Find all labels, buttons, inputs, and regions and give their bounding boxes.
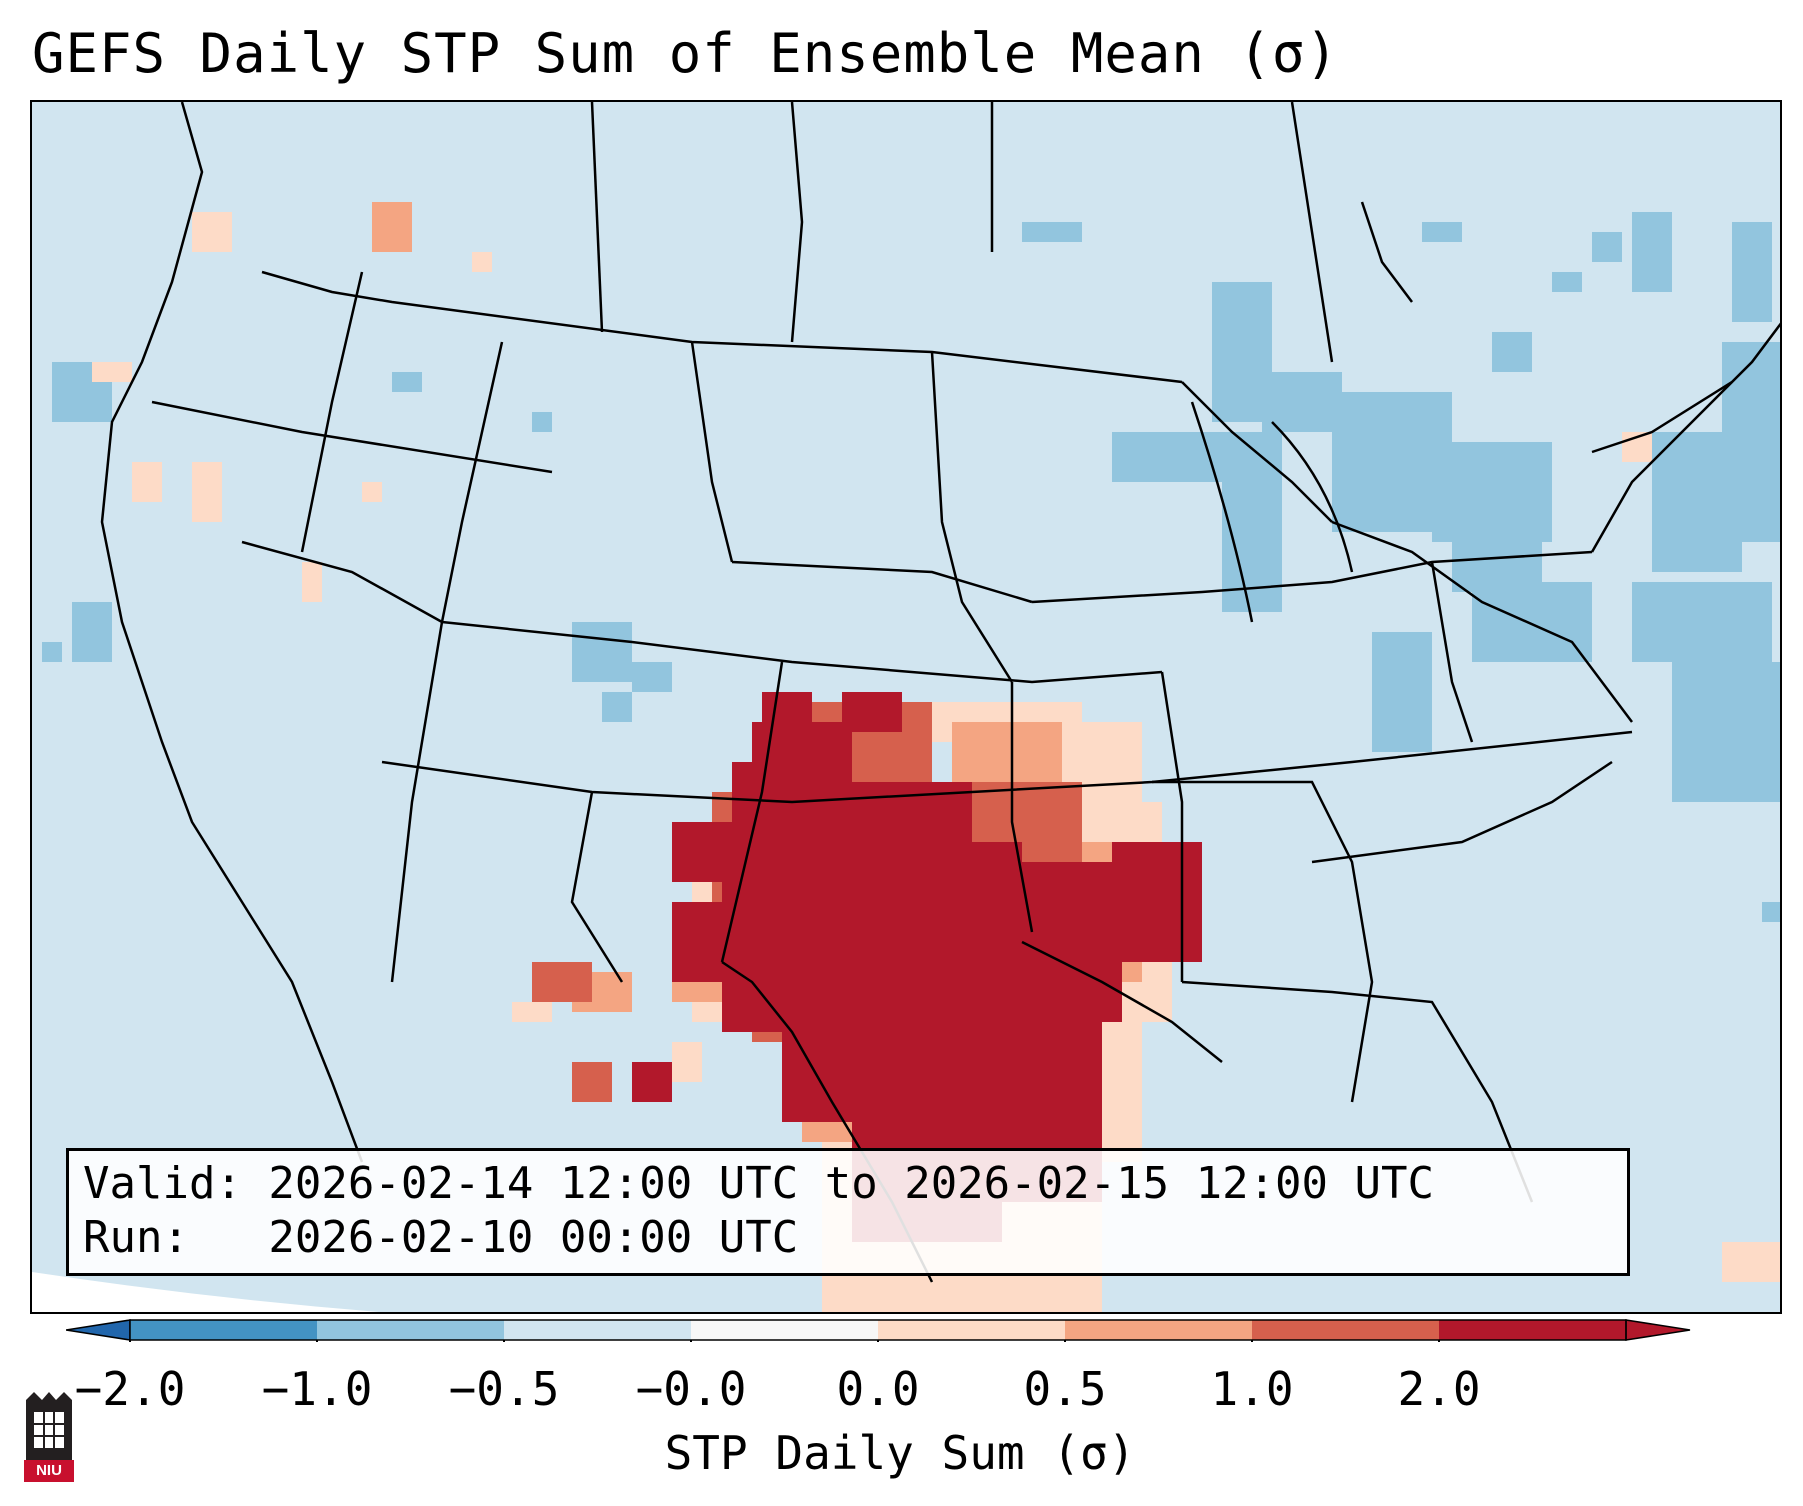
off-domain-area bbox=[32, 1272, 379, 1312]
colorbar-segment bbox=[317, 1320, 504, 1340]
colorbar-tick-label: 0.5 bbox=[1023, 1362, 1107, 1416]
colorbar-tick-label: −0.0 bbox=[635, 1362, 747, 1416]
valid-time-line: Valid: 2026-02-14 12:00 UTC to 2026-02-1… bbox=[83, 1158, 1435, 1209]
colorbar-tick-label: −0.5 bbox=[448, 1362, 560, 1416]
colorbar-label: STP Daily Sum (σ) bbox=[664, 1426, 1136, 1480]
colorbar-segment bbox=[504, 1320, 691, 1340]
logo-text: NIU bbox=[36, 1462, 62, 1479]
colorbar-segment bbox=[130, 1320, 317, 1340]
colorbar-under-arrow bbox=[65, 1319, 131, 1341]
colorbar-tick-label: −1.0 bbox=[261, 1362, 373, 1416]
map-canvas bbox=[32, 102, 1780, 1312]
boundary-lines bbox=[100, 102, 1780, 1283]
colorbar-tick-label: −2.0 bbox=[74, 1362, 186, 1416]
university-tower-icon bbox=[24, 1392, 74, 1482]
colorbar-segment bbox=[1439, 1320, 1626, 1340]
negative-anomaly-layer bbox=[42, 212, 1780, 922]
colorbar-segment bbox=[878, 1320, 1065, 1340]
colorbar-segment bbox=[1065, 1320, 1252, 1340]
niu-logo: NIU bbox=[20, 1390, 78, 1486]
colorbar-tick-label: 0.0 bbox=[836, 1362, 920, 1416]
chart-title: GEFS Daily STP Sum of Ensemble Mean (σ) bbox=[32, 22, 1339, 85]
validity-info-box: Valid: 2026-02-14 12:00 UTC to 2026-02-1… bbox=[66, 1148, 1630, 1276]
colorbar-bar bbox=[65, 1319, 1691, 1342]
colorbar-segment bbox=[691, 1320, 878, 1340]
run-time-line: Run: 2026-02-10 00:00 UTC bbox=[83, 1212, 799, 1263]
colorbar bbox=[65, 1318, 1746, 1346]
map-panel bbox=[30, 100, 1782, 1314]
colorbar-tick-label: 2.0 bbox=[1397, 1362, 1481, 1416]
colorbar-over-arrow bbox=[1625, 1319, 1691, 1341]
colorbar-segment bbox=[1252, 1320, 1439, 1340]
colorbar-tick-label: 1.0 bbox=[1210, 1362, 1294, 1416]
